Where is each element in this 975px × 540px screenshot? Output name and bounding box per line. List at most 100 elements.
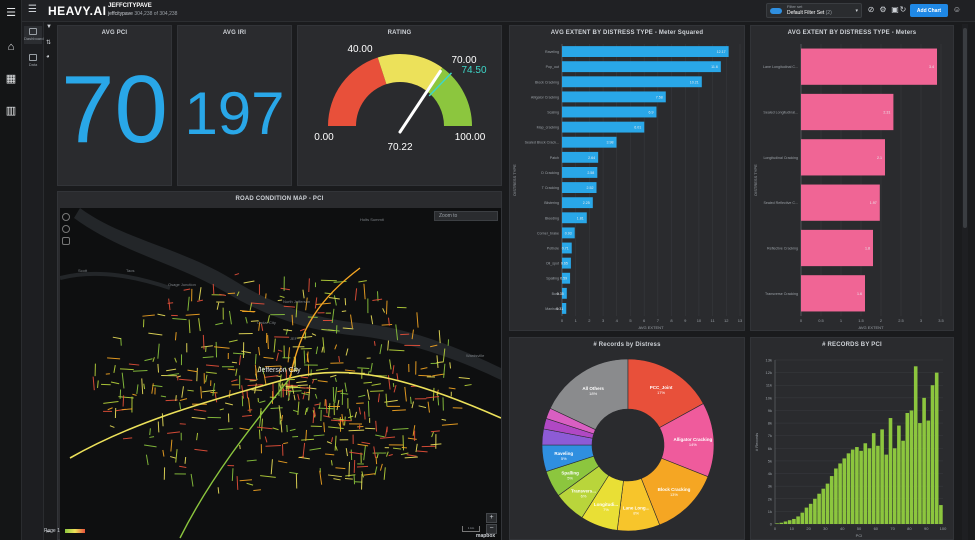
add-chart-button[interactable]: Add Chart bbox=[910, 4, 948, 17]
road-segment bbox=[213, 346, 230, 349]
road-segment bbox=[319, 470, 323, 485]
road-segment bbox=[348, 415, 354, 419]
filter-icon[interactable]: ▼ bbox=[46, 24, 52, 30]
histogram-bar bbox=[905, 412, 910, 524]
menu-icon[interactable]: ☰ bbox=[28, 4, 37, 15]
road-segment bbox=[411, 329, 414, 340]
filter-toggle[interactable] bbox=[770, 8, 782, 14]
tab-data[interactable]: Data bbox=[24, 52, 42, 70]
avg-iri-panel[interactable]: AVG IRI 197 bbox=[177, 25, 292, 186]
road-segment bbox=[246, 459, 257, 462]
gauge-min-label: 0.00 bbox=[314, 132, 334, 143]
home-icon[interactable]: ⌂ bbox=[7, 41, 15, 53]
road-segment bbox=[448, 387, 456, 390]
map-select-lasso-icon[interactable] bbox=[62, 225, 70, 233]
road-segment bbox=[320, 279, 337, 282]
crossfilter-icon[interactable]: ⚙ bbox=[879, 5, 887, 14]
category-label: Map_cracking bbox=[537, 126, 559, 130]
y-tick-label: 3k bbox=[768, 484, 772, 489]
x-tick-label: 1 bbox=[575, 318, 578, 323]
road-segment bbox=[238, 355, 241, 366]
collapse-icon[interactable]: ⇤ bbox=[46, 529, 52, 535]
road-segment bbox=[276, 352, 279, 362]
page-scrollbar[interactable] bbox=[962, 24, 968, 540]
map-label: Taos bbox=[126, 268, 135, 273]
scrollbar-thumb[interactable] bbox=[963, 28, 967, 228]
road-segment bbox=[167, 373, 180, 376]
page-label: Page 1 bbox=[44, 528, 60, 534]
extent-m-panel[interactable]: AVG EXTENT BY DISTRESS TYPE - Meters 0 0.… bbox=[750, 25, 954, 331]
records-by-pci-panel[interactable]: # RECORDS BY PCI 0 1k 2k 3k 4k 5k 6k 7k 8k 9k 10k 1… bbox=[750, 337, 954, 540]
chart-icon[interactable]: ▥ bbox=[5, 105, 17, 117]
bar-value-label: 2.25 bbox=[583, 201, 590, 205]
road-segment bbox=[407, 437, 417, 440]
filter-set-select[interactable]: Filter set Default Filter Set (2) ▾ bbox=[766, 3, 862, 18]
road-segment bbox=[373, 446, 377, 458]
zoom-out-button[interactable]: − bbox=[486, 524, 497, 534]
road-segment bbox=[441, 418, 447, 421]
category-label: Longitudinal Cracking bbox=[763, 156, 798, 160]
histogram-bar bbox=[884, 454, 889, 524]
bar bbox=[562, 242, 572, 254]
road-segment bbox=[161, 413, 164, 427]
map-select-polygon-icon[interactable] bbox=[62, 237, 70, 245]
bar bbox=[562, 46, 729, 57]
zoom-in-button[interactable]: + bbox=[486, 513, 497, 523]
road-segment bbox=[181, 386, 184, 398]
road-segment bbox=[107, 357, 121, 360]
records-by-distress-panel[interactable]: # Records by Distress All Others 18% PCC_J… bbox=[509, 337, 745, 540]
road-segment bbox=[157, 421, 160, 433]
camera-icon[interactable]: ▣ bbox=[891, 5, 899, 14]
tab-dashboard[interactable]: Dashboard bbox=[24, 26, 44, 44]
road-segment bbox=[406, 454, 417, 457]
bar-value-label: 6.01 bbox=[634, 126, 641, 130]
dashboard-name[interactable]: JEFFCITYPAVE bbox=[108, 3, 152, 9]
category-label: Patch bbox=[550, 156, 559, 160]
slice-label: Spalling bbox=[561, 471, 579, 476]
slice-pct: 14% bbox=[689, 442, 697, 447]
hamburger-menu-icon[interactable]: ☰ bbox=[6, 7, 16, 19]
road-segment bbox=[336, 399, 340, 411]
road-segment bbox=[278, 365, 282, 374]
road-segment bbox=[363, 283, 366, 300]
filter-off-icon[interactable]: ⊘ bbox=[867, 5, 875, 14]
page-selector[interactable]: Page 1 bbox=[44, 528, 104, 540]
road-segment bbox=[389, 349, 405, 352]
refresh-icon[interactable]: ↻ bbox=[899, 5, 907, 14]
sort-icon[interactable]: ⇅ bbox=[46, 40, 52, 46]
user-icon[interactable]: ☺ bbox=[952, 5, 962, 14]
road-segment bbox=[260, 475, 276, 478]
rating-panel[interactable]: RATING 0.00 100.00 40.00 70.00 74.50 70.22 bbox=[297, 25, 502, 186]
road-segment bbox=[295, 301, 298, 318]
road-segment bbox=[297, 401, 300, 416]
road-segment bbox=[235, 368, 238, 376]
palette-icon[interactable]: ◕ bbox=[46, 54, 50, 60]
road-segment bbox=[335, 467, 346, 470]
highway bbox=[179, 377, 291, 539]
road-segment bbox=[175, 395, 177, 402]
road-segment bbox=[348, 429, 365, 432]
road-condition-map[interactable] bbox=[60, 208, 501, 540]
road-segment bbox=[377, 393, 380, 403]
road-segment bbox=[314, 403, 321, 406]
avg-pci-panel[interactable]: AVG PCI 70 bbox=[57, 25, 172, 186]
road-segment bbox=[395, 324, 399, 341]
extent-m2-panel[interactable]: AVG EXTENT BY DISTRESS TYPE - Meter Squa… bbox=[509, 25, 745, 331]
zoom-to-input[interactable]: Zoom to bbox=[434, 211, 498, 221]
road-segment bbox=[358, 407, 362, 415]
histogram-bar bbox=[800, 512, 805, 524]
apps-grid-icon[interactable]: ▦ bbox=[5, 73, 17, 85]
map-select-circle-icon[interactable] bbox=[62, 213, 70, 221]
road-segment bbox=[212, 283, 215, 295]
road-segment bbox=[321, 328, 335, 332]
road-segment bbox=[251, 389, 263, 391]
category-label: Pothole bbox=[547, 247, 559, 251]
road-segment bbox=[308, 384, 311, 401]
road-segment bbox=[325, 453, 335, 456]
road-segment bbox=[361, 441, 371, 445]
bar bbox=[562, 182, 597, 193]
road-segment bbox=[144, 444, 157, 448]
gauge-target-label: 74.50 bbox=[461, 65, 486, 76]
road-segment bbox=[441, 423, 458, 426]
road-segment bbox=[375, 434, 385, 438]
